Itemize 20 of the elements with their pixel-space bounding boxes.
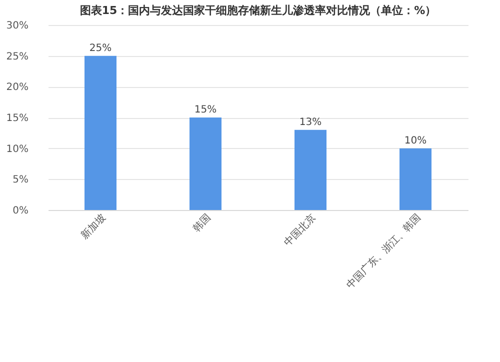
- bar: [294, 130, 326, 210]
- y-tick-label: 25%: [6, 51, 28, 62]
- data-label: 10%: [404, 135, 427, 146]
- x-tick-label: 新加坡: [78, 212, 108, 242]
- x-tick-label: 中国北京: [282, 212, 318, 249]
- x-tick-label: 中国广东、浙江、韩国: [344, 212, 424, 291]
- data-label: 15%: [194, 104, 217, 116]
- y-tick-label: 30%: [6, 20, 28, 32]
- y-tick-label: 10%: [6, 144, 28, 155]
- bar: [84, 56, 116, 210]
- y-tick-label: 15%: [6, 113, 28, 124]
- bar: [190, 118, 222, 210]
- bar: [400, 148, 432, 210]
- data-label: 25%: [89, 42, 112, 54]
- y-tick-label: 0%: [12, 206, 28, 216]
- y-tick-label: 20%: [6, 82, 28, 94]
- y-tick-label: 5%: [12, 174, 28, 186]
- data-label: 13%: [299, 116, 322, 128]
- chart-title: 图表15：国内与发达国家干细胞存储新生儿渗透率对比情况（单位：%）: [80, 4, 436, 17]
- x-tick-label: 韩国: [190, 212, 214, 234]
